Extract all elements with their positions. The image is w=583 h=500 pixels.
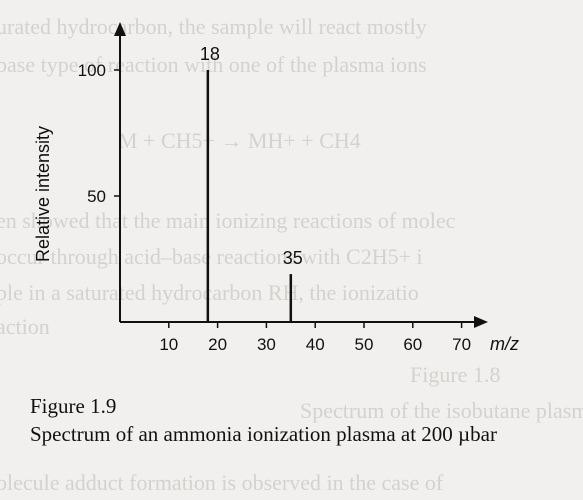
peak-label-18: 18 bbox=[200, 44, 220, 64]
ghost-line: M + CH5+ → MH+ + CH4 bbox=[118, 128, 361, 153]
figure-caption-text: Spectrum of an ammonia ionization plasma… bbox=[30, 422, 497, 446]
ghost-line: olecule adduct formation is observed in … bbox=[0, 470, 444, 495]
figure-label: Figure 1.9 bbox=[30, 394, 117, 418]
ghost-line: base type of reaction with one of the pl… bbox=[0, 52, 427, 77]
x-tick-label: 40 bbox=[306, 335, 325, 354]
x-tick-label: 70 bbox=[452, 335, 471, 354]
y-axis-ticks: 50 100 bbox=[78, 61, 120, 206]
y-axis-title: Relative intensity bbox=[33, 126, 53, 262]
y-axis-arrow-icon bbox=[114, 22, 126, 36]
peak-label-35: 35 bbox=[283, 248, 303, 268]
ghost-line: en showed that the main ionizing reactio… bbox=[0, 208, 456, 233]
x-tick-label: 60 bbox=[403, 335, 422, 354]
x-axis-title: m/z bbox=[490, 334, 519, 354]
x-tick-label: 30 bbox=[257, 335, 276, 354]
x-tick-label: 10 bbox=[159, 335, 178, 354]
ghost-line: ple in a saturated hydrocarbon RH, the i… bbox=[0, 280, 419, 305]
ghost-line: action bbox=[0, 314, 50, 339]
x-axis-arrow-icon bbox=[474, 316, 488, 328]
axes bbox=[114, 22, 488, 328]
y-tick-label: 50 bbox=[87, 187, 106, 206]
ghost-line: Figure 1.8 bbox=[410, 362, 501, 387]
y-tick-label: 100 bbox=[78, 61, 106, 80]
figure-caption: Figure 1.9 Spectrum of an ammonia ioniza… bbox=[30, 392, 570, 448]
ghost-line: occur through acid–base reactions with C… bbox=[0, 244, 423, 269]
x-tick-label: 50 bbox=[355, 335, 374, 354]
ghost-line: urated hydrocarbon, the sample will reac… bbox=[0, 14, 427, 39]
x-axis-ticks: 10 20 30 40 50 60 70 bbox=[159, 322, 471, 354]
ghost-line: Spectrum of the isobutane plasma bbox=[300, 398, 583, 423]
x-tick-label: 20 bbox=[208, 335, 227, 354]
